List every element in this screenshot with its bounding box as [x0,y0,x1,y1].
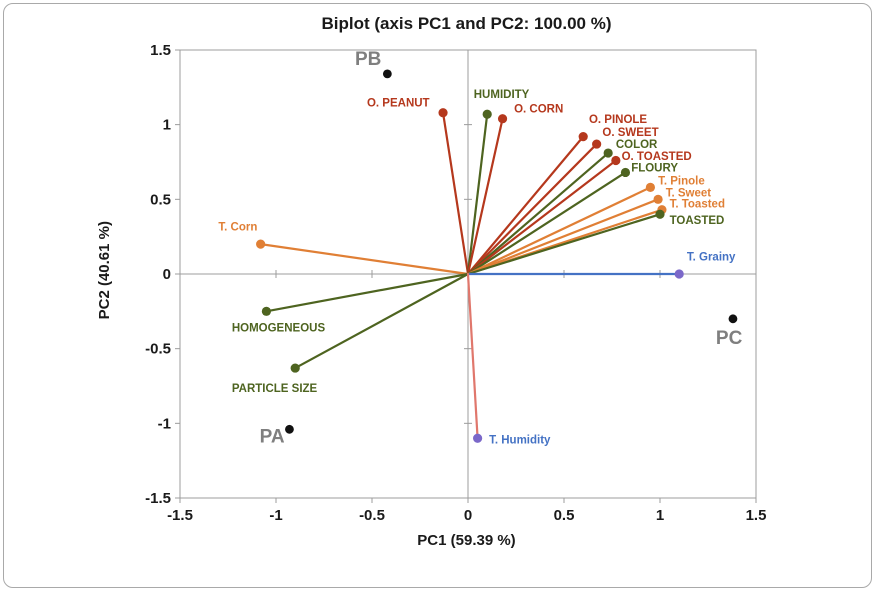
vector-humidity [466,113,488,276]
vector-label-o-sweet: O. SWEET [602,127,658,139]
vector-point-homogeneous [261,306,271,316]
chart-body: PC2 (40.61 %) -1.5 -1 -0.5 0 0.5 1 1.5 -1.5 -1 -0… [96,36,780,538]
vector-toasted [466,213,661,276]
vector-point-t-sweet [652,194,663,204]
vector-label-o-pinole: O. PINOLE [588,114,646,126]
sample-point-pb [382,69,392,79]
vector-t-humidity [466,272,479,440]
vector-o-sweet [466,142,598,276]
vector-label-o-toasted: O. TOASTED [621,151,691,163]
vector-label-color: COLOR [615,139,657,151]
vector-label-t-pinole: T. Pinole [658,175,705,187]
biplot-chart: Biplot (axis PC1 and PC2: 100.00 %) PC2 … [96,14,780,549]
vector-homogeneous [264,272,469,313]
x-tick-label: 0.5 [553,507,574,524]
vector-point-humidity [482,109,492,119]
vector-point-o-corn [497,114,507,124]
vector-point-o-peanut [437,108,448,118]
x-tick-label: -1.5 [167,507,193,524]
vector-point-particle-size [290,363,300,373]
x-tick-label: 0 [463,507,471,524]
vector-label-particle-size: PARTICLE SIZE [231,383,317,395]
vector-t-sweet [466,198,659,276]
x-tick-label: -1 [269,507,282,524]
vector-label-o-corn: O. CORN [514,104,563,116]
vector-label-t-humidity: T. Humidity [489,434,551,446]
biplot-plot-area: -1.5 -1 -0.5 0 0.5 1 1.5 -1.5 -1 -0.5 0 0.5 1 1.5 O. P… [145,42,766,524]
sample-label-pc: PC [715,328,742,349]
vector-floury [466,171,627,276]
vector-point-o-pinole [578,132,588,142]
x-tick-label: 1.5 [745,507,766,524]
vector-t-corn [259,243,469,276]
y-tick-label: 0 [162,266,170,283]
vector-label-o-peanut: O. PEANUT [366,98,429,110]
y-tick-label: -0.5 [145,341,171,358]
vector-o-pinole [466,135,584,276]
chart-title: Biplot (axis PC1 and PC2: 100.00 %) [321,14,612,33]
vector-point-t-grainy [674,269,684,279]
sample-point-pa [284,424,294,434]
vector-point-floury [620,167,630,178]
x-tick-label: -0.5 [359,507,385,524]
figure-panel: Biplot (axis PC1 and PC2: 100.00 %) PC2 … [3,3,872,588]
vector-label-floury: FLOURY [631,163,678,175]
y-tick-label: -1 [157,415,170,432]
vector-label-t-toasted: T. Toasted [669,199,724,211]
vector-label-t-sweet: T. Sweet [665,187,711,199]
vector-o-corn [466,117,504,276]
vector-o-peanut [441,111,469,276]
vector-color [466,151,609,276]
vector-label-t-grainy: T. Grainy [686,252,735,264]
sample-point-pc [728,314,737,324]
y-tick-label: -1.5 [145,490,171,507]
vector-label-homogeneous: HOMOGENEOUS [231,322,325,334]
vector-point-o-sweet [591,139,601,149]
vector-particle-size [293,272,469,370]
x-axis-label: PC1 (59.39 %) [417,532,516,549]
vector-t-pinole [466,186,652,276]
y-tick-label: 1.5 [150,42,171,59]
vector-point-o-toasted [610,155,620,166]
vector-point-color [603,148,613,158]
y-tick-label: 0.5 [150,191,171,208]
sample-label-pb: PB [354,49,380,70]
x-tick-label: 1 [655,507,663,524]
vector-label-toasted: TOASTED [669,215,724,227]
vector-label-humidity: HUMIDITY [473,89,529,101]
vector-point-t-humidity [472,433,482,443]
vector-point-t-pinole [645,182,655,192]
y-axis-label: PC2 (40.61 %) [95,220,113,320]
sample-label-pa: PA [259,427,284,448]
vector-point-t-corn [255,239,265,249]
vector-o-toasted [466,159,617,276]
vector-label-t-corn: T. Corn [218,222,257,234]
vector-point-toasted [654,209,665,219]
y-tick-label: 1 [162,117,170,134]
